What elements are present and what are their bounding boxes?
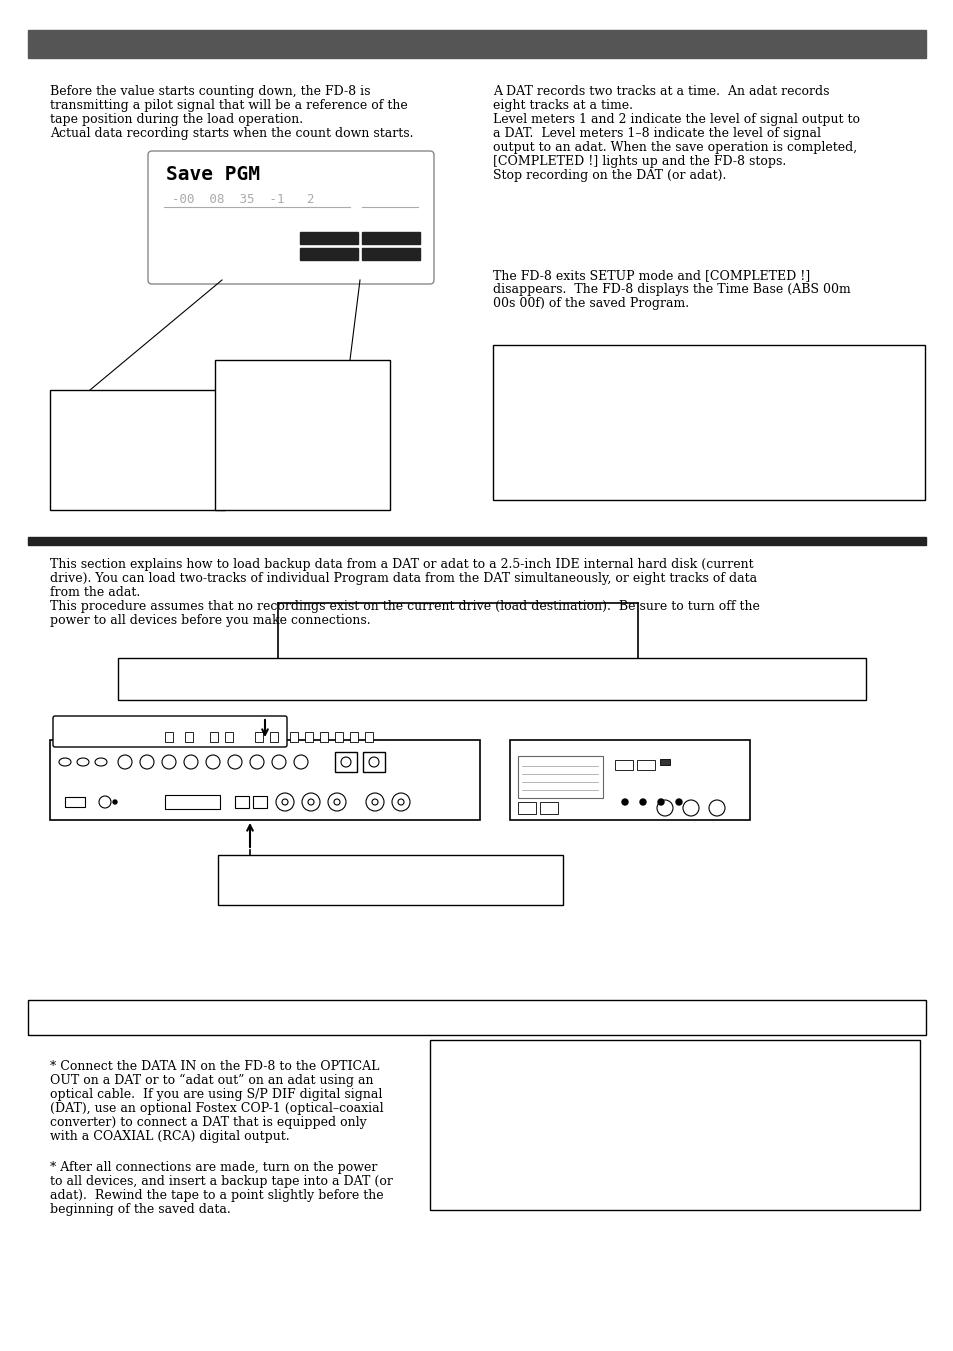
- Ellipse shape: [95, 758, 107, 766]
- Text: * Connect the DATA IN on the FD-8 to the OPTICAL: * Connect the DATA IN on the FD-8 to the…: [50, 1061, 379, 1073]
- Text: adat).  Rewind the tape to a point slightly before the: adat). Rewind the tape to a point slight…: [50, 1189, 383, 1201]
- Bar: [210, 732, 218, 742]
- Bar: [118, 658, 865, 700]
- Text: OUT on a DAT or to “adat out” on an adat using an: OUT on a DAT or to “adat out” on an adat…: [50, 1074, 374, 1088]
- Bar: [185, 732, 193, 742]
- Bar: [305, 732, 313, 742]
- Bar: [493, 345, 924, 500]
- Bar: [319, 732, 328, 742]
- Text: from the adat.: from the adat.: [50, 586, 140, 598]
- Text: Save PGM: Save PGM: [166, 165, 260, 184]
- Bar: [510, 740, 749, 820]
- Text: converter) to connect a DAT that is equipped only: converter) to connect a DAT that is equi…: [50, 1116, 366, 1129]
- Bar: [165, 732, 172, 742]
- Bar: [290, 732, 297, 742]
- Text: disappears.  The FD-8 displays the Time Base (ABS 00m: disappears. The FD-8 displays the Time B…: [493, 282, 850, 296]
- Bar: [50, 740, 479, 820]
- FancyBboxPatch shape: [148, 151, 434, 284]
- Text: This section explains how to load backup data from a DAT or adat to a 2.5-inch I: This section explains how to load backup…: [50, 558, 753, 571]
- Bar: [335, 732, 343, 742]
- Text: beginning of the saved data.: beginning of the saved data.: [50, 1202, 231, 1216]
- Bar: [299, 249, 357, 259]
- Bar: [28, 1000, 925, 1035]
- Bar: [50, 390, 225, 509]
- Bar: [253, 796, 267, 808]
- Text: Actual data recording starts when the count down starts.: Actual data recording starts when the co…: [50, 127, 413, 141]
- Text: drive). You can load two-tracks of individual Program data from the DAT simultan: drive). You can load two-tracks of indiv…: [50, 571, 757, 585]
- Circle shape: [676, 798, 681, 805]
- Text: a DAT.  Level meters 1–8 indicate the level of signal: a DAT. Level meters 1–8 indicate the lev…: [493, 127, 821, 141]
- Text: The FD-8 exits SETUP mode and [COMPLETED !]: The FD-8 exits SETUP mode and [COMPLETED…: [493, 269, 809, 282]
- Text: A DAT records two tracks at a time.  An adat records: A DAT records two tracks at a time. An a…: [493, 85, 828, 99]
- Bar: [659, 759, 669, 765]
- Text: [COMPLETED !] lights up and the FD-8 stops.: [COMPLETED !] lights up and the FD-8 sto…: [493, 155, 785, 168]
- Text: Level meters 1 and 2 indicate the level of signal output to: Level meters 1 and 2 indicate the level …: [493, 113, 859, 126]
- Bar: [363, 753, 385, 771]
- Bar: [517, 757, 602, 798]
- Circle shape: [658, 798, 663, 805]
- Text: Stop recording on the DAT (or adat).: Stop recording on the DAT (or adat).: [493, 169, 725, 181]
- Text: 00s 00f) of the saved Program.: 00s 00f) of the saved Program.: [493, 297, 688, 309]
- Text: output to an adat. When the save operation is completed,: output to an adat. When the save operati…: [493, 141, 856, 154]
- Bar: [350, 732, 357, 742]
- Bar: [430, 1040, 919, 1210]
- Text: tape position during the load operation.: tape position during the load operation.: [50, 113, 303, 126]
- Text: transmitting a pilot signal that will be a reference of the: transmitting a pilot signal that will be…: [50, 99, 407, 112]
- Bar: [225, 732, 233, 742]
- Bar: [637, 761, 655, 770]
- Text: * After all connections are made, turn on the power: * After all connections are made, turn o…: [50, 1161, 377, 1174]
- Bar: [234, 796, 249, 808]
- Circle shape: [112, 800, 117, 804]
- Bar: [365, 732, 373, 742]
- Bar: [165, 794, 220, 809]
- Circle shape: [639, 798, 645, 805]
- Text: with a COAXIAL (RCA) digital output.: with a COAXIAL (RCA) digital output.: [50, 1129, 290, 1143]
- Circle shape: [621, 798, 627, 805]
- Bar: [218, 855, 562, 905]
- Bar: [28, 30, 925, 58]
- Bar: [65, 797, 85, 807]
- Text: eight tracks at a time.: eight tracks at a time.: [493, 99, 633, 112]
- Ellipse shape: [59, 758, 71, 766]
- Text: Before the value starts counting down, the FD-8 is: Before the value starts counting down, t…: [50, 85, 370, 99]
- Text: This procedure assumes that no recordings exist on the current drive (load desti: This procedure assumes that no recording…: [50, 600, 760, 613]
- Text: power to all devices before you make connections.: power to all devices before you make con…: [50, 613, 370, 627]
- Bar: [299, 232, 357, 245]
- Text: (DAT), use an optional Fostex COP-1 (optical–coaxial: (DAT), use an optional Fostex COP-1 (opt…: [50, 1102, 383, 1115]
- Bar: [361, 249, 419, 259]
- Ellipse shape: [77, 758, 89, 766]
- Bar: [28, 536, 925, 544]
- Bar: [270, 732, 277, 742]
- Text: -00  08  35  -1   2: -00 08 35 -1 2: [172, 193, 314, 205]
- FancyBboxPatch shape: [53, 716, 287, 747]
- Bar: [335, 753, 356, 771]
- Bar: [539, 802, 558, 815]
- Bar: [517, 802, 536, 815]
- Bar: [361, 232, 419, 245]
- Bar: [254, 732, 263, 742]
- Bar: [615, 761, 633, 770]
- Bar: [214, 359, 390, 509]
- Text: optical cable.  If you are using S/P DIF digital signal: optical cable. If you are using S/P DIF …: [50, 1088, 382, 1101]
- Text: to all devices, and insert a backup tape into a DAT (or: to all devices, and insert a backup tape…: [50, 1175, 393, 1188]
